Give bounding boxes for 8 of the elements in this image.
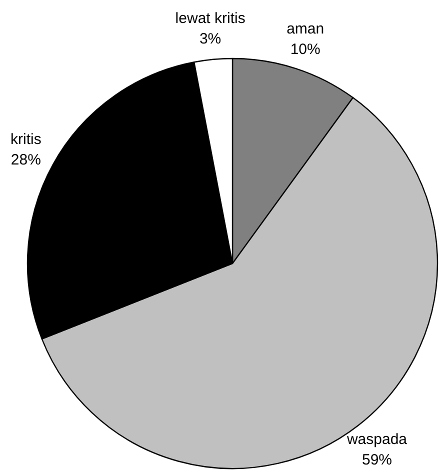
slice-label: kritis (10, 131, 42, 148)
slice-label: waspada (346, 431, 408, 448)
data-label: 28% (10, 152, 41, 169)
data-label: 10% (290, 40, 320, 58)
slice-label: aman (286, 20, 324, 38)
data-label: 59% (362, 451, 392, 468)
data-label: 3% (199, 30, 222, 48)
slice-label: lewat kritis (175, 10, 246, 28)
